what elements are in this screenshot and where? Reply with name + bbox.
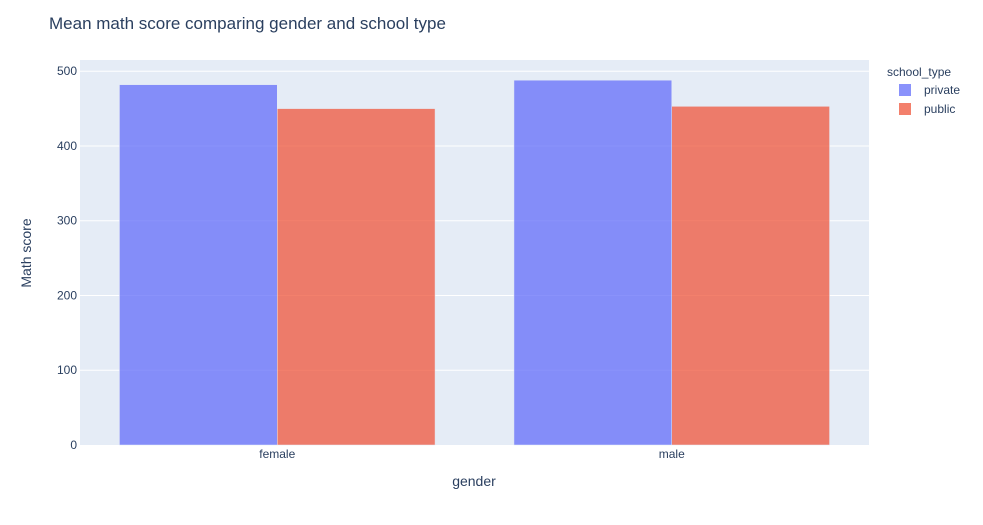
legend: school_type private public	[887, 65, 960, 116]
chart-title: Mean math score comparing gender and sch…	[49, 14, 446, 33]
x-tick-label: female	[259, 447, 295, 461]
y-tick-label: 0	[70, 438, 77, 452]
y-tick-label: 200	[57, 288, 77, 302]
bar-private-male	[513, 79, 673, 446]
x-tick-labels: female male	[259, 447, 685, 461]
bar-public-male	[671, 106, 830, 446]
bar-public-female	[277, 108, 436, 446]
legend-swatch-public	[899, 103, 911, 115]
x-tick-label: male	[659, 447, 685, 461]
y-tick-label: 400	[57, 139, 77, 153]
y-tick-label: 100	[57, 363, 77, 377]
y-tick-label: 300	[57, 214, 77, 228]
bar-private-female	[119, 84, 278, 446]
legend-label-private: private	[924, 83, 960, 97]
legend-title: school_type	[887, 65, 951, 79]
y-tick-labels: 0 100 200 300 400 500	[57, 64, 77, 452]
legend-swatch-private	[899, 84, 911, 96]
y-axis-title: Math score	[18, 218, 34, 287]
x-axis-title: gender	[452, 473, 496, 489]
bars	[119, 79, 830, 446]
y-tick-label: 500	[57, 64, 77, 78]
legend-label-public: public	[924, 102, 955, 116]
